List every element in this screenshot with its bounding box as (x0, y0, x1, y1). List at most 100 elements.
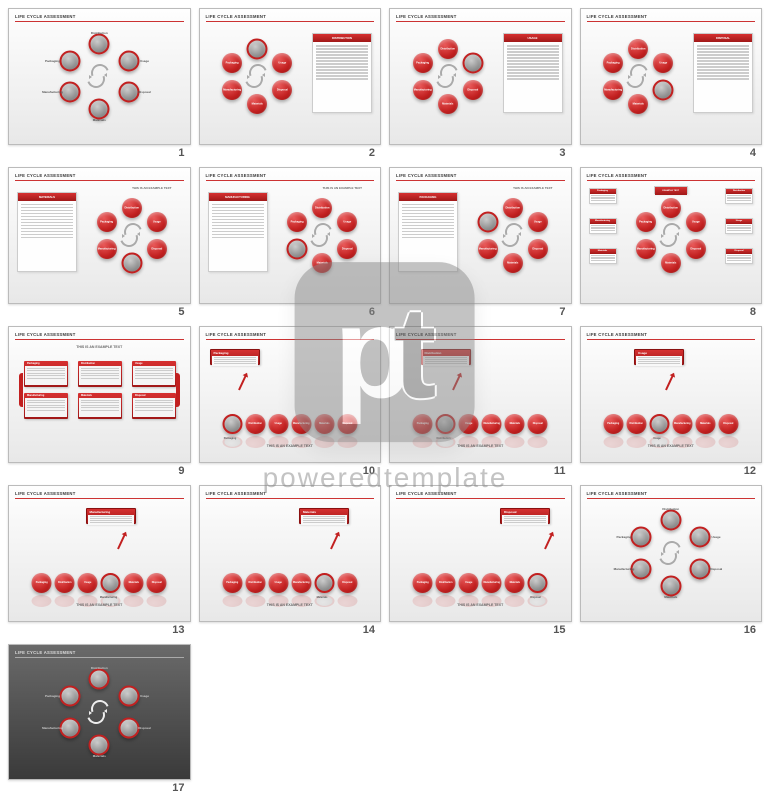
slide-12[interactable]: LIFE CYCLE ASSESSMENT Usage PackagingDis… (580, 326, 763, 463)
hrow-circle-5: Disposal (718, 414, 738, 434)
title-rule (587, 21, 756, 22)
cycle-label-on-3: Materials (317, 262, 328, 265)
slide-4[interactable]: LIFE CYCLE ASSESSMENTDistributionUsageMa… (580, 8, 763, 145)
cycle-label-0: Distribution (662, 507, 679, 511)
recycle-icon (247, 66, 267, 86)
hrow-circle-3: Manufacturing (482, 414, 502, 434)
cycle-label-on-1: Usage (343, 221, 351, 224)
recycle-icon (89, 66, 109, 86)
slide-13[interactable]: LIFE CYCLE ASSESSMENT Manufacturing Pack… (8, 485, 191, 622)
hrow-highlight-label: Packaging (224, 437, 237, 440)
slide-14[interactable]: LIFE CYCLE ASSESSMENT Materials Packagin… (199, 485, 382, 622)
cycle-label-1: Usage (140, 694, 149, 698)
slide-number: 9 (8, 463, 191, 477)
slide-10[interactable]: LIFE CYCLE ASSESSMENT Packaging Distribu… (199, 326, 382, 463)
info-header: DISTRIBUTION (313, 34, 371, 42)
title-rule (396, 180, 565, 181)
hrow-circle-4: Materials (505, 573, 525, 593)
callout-arrow (117, 534, 126, 549)
slide-title: LIFE CYCLE ASSESSMENT (587, 332, 648, 337)
horizontal-row: PackagingDistributionUsageMaterialsDispo… (32, 573, 167, 593)
slide-number: 1 (8, 145, 191, 159)
callout-arrow (330, 534, 339, 549)
hrow-circle-0: Packaging (413, 573, 433, 593)
cycle-diagram: DistributionUsageDisposalManufacturingPa… (99, 202, 165, 268)
slide-6[interactable]: LIFE CYCLE ASSESSMENTDistributionUsageDi… (199, 167, 382, 304)
slide-3[interactable]: LIFE CYCLE ASSESSMENTDistributionDisposa… (389, 8, 572, 145)
slide-title: LIFE CYCLE ASSESSMENT (15, 491, 76, 496)
slide-title: LIFE CYCLE ASSESSMENT (396, 491, 457, 496)
example-header: THIS IS AN EXAMPLE TEXT (267, 603, 313, 607)
cycle-label-on-2: Disposal (342, 247, 353, 250)
cycle-label-on-0: Distribution (631, 47, 646, 50)
cycle-node-2 (118, 82, 139, 103)
recycle-icon (661, 543, 681, 563)
slide-11[interactable]: LIFE CYCLE ASSESSMENT Distribution Packa… (389, 326, 572, 463)
slide-16[interactable]: LIFE CYCLE ASSESSMENTDistributionUsageDi… (580, 485, 763, 622)
horizontal-row: PackagingDistributionUsageManufacturingM… (413, 573, 548, 593)
slide-17[interactable]: LIFE CYCLE ASSESSMENTDistributionUsageDi… (8, 644, 191, 781)
hrow-circle-3: Manufacturing (291, 414, 311, 434)
slide-2[interactable]: LIFE CYCLE ASSESSMENTUsageDisposalMateri… (199, 8, 382, 145)
hrow-circle-2: Usage (78, 573, 98, 593)
horizontal-row: PackagingDistributionUsageManufacturingD… (222, 573, 357, 593)
title-rule (15, 339, 184, 340)
hrow-circle-4: Materials (314, 414, 334, 434)
cycle-node-0 (247, 38, 268, 59)
cycle-diagram: DistributionUsageDisposalMaterialsManufa… (480, 202, 546, 268)
cycle-label-on-1: Usage (534, 221, 542, 224)
cycle-diagram: DistributionUsageDisposalMaterialsManufa… (632, 514, 710, 592)
slide-1[interactable]: LIFE CYCLE ASSESSMENTDistributionUsageDi… (8, 8, 191, 145)
cycle-label-on-3: Materials (665, 262, 676, 265)
example-header: THIS IS AN EXAMPLE TEXT (76, 603, 122, 607)
horizontal-row: PackagingUsageManufacturingMaterialsDisp… (413, 414, 548, 434)
cycle-node-2 (653, 79, 674, 100)
example-header: THIS IS AN EXAMPLE TEXT (457, 603, 503, 607)
slide-7[interactable]: LIFE CYCLE ASSESSMENTDistributionUsageDi… (389, 167, 572, 304)
slide-wrap-5: LIFE CYCLE ASSESSMENTDistributionUsageDi… (8, 167, 191, 318)
subtitle: THIS IS AN EXAMPLE TEXT (132, 186, 171, 190)
slide-grid: LIFE CYCLE ASSESSMENTDistributionUsageDi… (0, 0, 770, 802)
slide-wrap-12: LIFE CYCLE ASSESSMENT Usage PackagingDis… (580, 326, 763, 477)
cycle-diagram: UsageDisposalMaterialsManufacturingPacka… (224, 43, 290, 109)
title-rule (206, 498, 375, 499)
slide-wrap-15: LIFE CYCLE ASSESSMENT Disposal Packaging… (389, 485, 572, 636)
cycle-label-on-2: Disposal (277, 88, 288, 91)
slide-wrap-1: LIFE CYCLE ASSESSMENTDistributionUsageDi… (8, 8, 191, 159)
slide-wrap-16: LIFE CYCLE ASSESSMENTDistributionUsageDi… (580, 485, 763, 636)
cycle-label-on-2: Disposal (467, 88, 478, 91)
slide-number: 8 (580, 304, 763, 318)
six-box-grid: Packaging Distribution Usage Manufacturi… (24, 361, 176, 419)
example-header: THIS IS AN EXAMPLE TEXT (648, 444, 694, 448)
slide-title: LIFE CYCLE ASSESSMENT (587, 14, 648, 19)
cycle-diagram: DistributionUsageDisposalMaterialsManufa… (60, 37, 138, 115)
slide-title: LIFE CYCLE ASSESSMENT (206, 173, 267, 178)
cycle-label-3: Materials (664, 595, 677, 599)
slide-number: 7 (389, 304, 572, 318)
slide-wrap-8: LIFE CYCLE ASSESSMENTDistributionUsageDi… (580, 167, 763, 318)
info-body (504, 42, 562, 84)
hrow-circle-2 (649, 414, 669, 434)
slide-5[interactable]: LIFE CYCLE ASSESSMENTDistributionUsageDi… (8, 167, 191, 304)
title-rule (206, 21, 375, 22)
hrow-circle-5: Disposal (337, 414, 357, 434)
callout-box: Distribution (421, 349, 471, 365)
cycle-label-on-1: Usage (278, 62, 286, 65)
slide-9[interactable]: LIFE CYCLE ASSESSMENTTHIS IS AN EXAMPLE … (8, 326, 191, 463)
cycle-node-0 (89, 669, 110, 690)
info-body (694, 42, 752, 84)
title-rule (15, 498, 184, 499)
callout-box: Manufacturing (86, 508, 136, 524)
grid-box-2: Usage (132, 361, 176, 387)
slide-number: 12 (580, 463, 763, 477)
slide-wrap-6: LIFE CYCLE ASSESSMENTDistributionUsageDi… (199, 167, 382, 318)
info-panel: DISPOSAL (693, 33, 753, 113)
recycle-icon (628, 66, 648, 86)
info-body (18, 201, 76, 243)
slide-wrap-10: LIFE CYCLE ASSESSMENT Packaging Distribu… (199, 326, 382, 477)
recycle-icon (122, 225, 142, 245)
slide-15[interactable]: LIFE CYCLE ASSESSMENT Disposal Packaging… (389, 485, 572, 622)
slide-8[interactable]: LIFE CYCLE ASSESSMENTDistributionUsageDi… (580, 167, 763, 304)
callout-box: Materials (299, 508, 349, 524)
title-rule (396, 339, 565, 340)
